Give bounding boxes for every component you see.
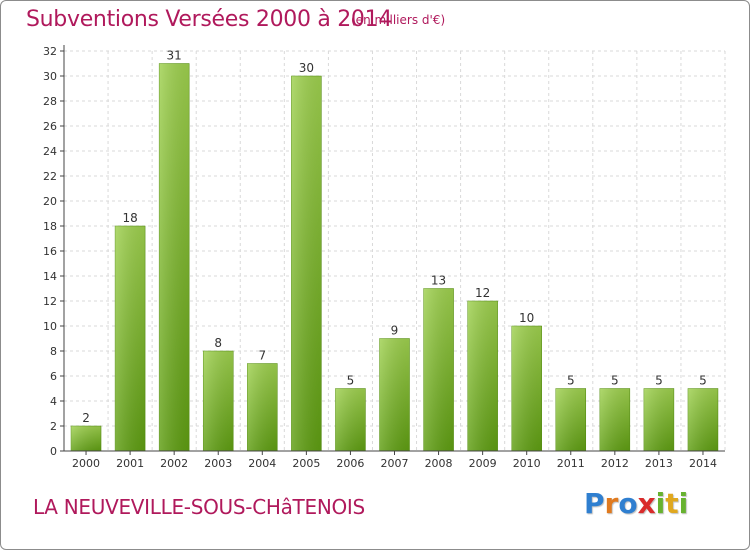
bar-shade xyxy=(71,426,102,451)
city-name: LA NEUVEVILLE-SOUS-CHâTENOIS xyxy=(33,495,365,519)
y-tick-label: 24 xyxy=(43,145,57,158)
y-tick-label: 4 xyxy=(50,395,57,408)
y-tick-label: 30 xyxy=(43,70,57,83)
bar-shade xyxy=(643,388,674,451)
x-tick-label: 2011 xyxy=(557,457,585,470)
logo-letter: P xyxy=(584,487,605,520)
x-tick-label: 2003 xyxy=(204,457,232,470)
bar-shade xyxy=(423,288,454,451)
bar-shade xyxy=(599,388,630,451)
x-tick-label: 2013 xyxy=(645,457,673,470)
data-label: 9 xyxy=(391,324,399,338)
chart-unit-note: (en milliers d'€) xyxy=(351,13,446,27)
bar-shade xyxy=(159,63,190,451)
y-tick-label: 20 xyxy=(43,195,57,208)
y-tick-label: 16 xyxy=(43,245,57,258)
x-tick-label: 2008 xyxy=(425,457,453,470)
data-label: 31 xyxy=(167,49,182,63)
data-label: 12 xyxy=(475,286,490,300)
data-label: 7 xyxy=(258,349,266,363)
x-tick-label: 2014 xyxy=(689,457,717,470)
y-tick-label: 2 xyxy=(50,420,57,433)
y-tick-label: 28 xyxy=(43,95,57,108)
y-tick-label: 0 xyxy=(50,445,57,458)
bar-shade xyxy=(291,76,322,451)
bar-shade xyxy=(555,388,586,451)
y-tick-label: 10 xyxy=(43,320,57,333)
y-tick-label: 18 xyxy=(43,220,57,233)
bar-shade xyxy=(687,388,718,451)
proxiti-logo: Proxiti xyxy=(584,487,688,520)
bar-shade xyxy=(511,326,542,451)
data-label: 10 xyxy=(519,311,534,325)
logo-letter: x xyxy=(637,487,656,520)
x-tick-label: 2012 xyxy=(601,457,629,470)
y-tick-label: 26 xyxy=(43,120,57,133)
data-label: 2 xyxy=(82,411,90,425)
bar-shade xyxy=(203,351,234,451)
y-tick-label: 6 xyxy=(50,370,57,383)
data-label: 5 xyxy=(611,374,619,388)
data-label: 5 xyxy=(347,374,355,388)
logo-letter: r xyxy=(604,487,619,520)
logo-letter: i xyxy=(678,487,689,520)
logo-letter: t xyxy=(665,487,679,520)
bar-shade xyxy=(247,363,278,451)
y-tick-label: 14 xyxy=(43,270,57,283)
data-label: 18 xyxy=(122,211,137,225)
x-tick-label: 2007 xyxy=(381,457,409,470)
bar-shade xyxy=(467,301,498,451)
y-tick-label: 8 xyxy=(50,345,57,358)
chart-title: Subventions Versées 2000 à 2014 xyxy=(26,7,393,32)
data-label: 5 xyxy=(567,374,575,388)
data-label: 5 xyxy=(699,374,707,388)
data-label: 8 xyxy=(214,336,222,350)
logo-letter: o xyxy=(618,487,638,520)
x-tick-label: 2010 xyxy=(513,457,541,470)
data-label: 5 xyxy=(655,374,663,388)
y-tick-label: 32 xyxy=(43,45,57,58)
bar-shade xyxy=(335,388,366,451)
x-tick-label: 2001 xyxy=(116,457,144,470)
y-tick-label: 12 xyxy=(43,295,57,308)
y-tick-label: 22 xyxy=(43,170,57,183)
x-tick-label: 2009 xyxy=(469,457,497,470)
data-labels: 2 18 31 8 7 30 5 9 13 12 10 5 5 5 5 xyxy=(82,49,707,426)
logo-letter: i xyxy=(655,487,666,520)
x-tick-label: 2000 xyxy=(72,457,100,470)
bar-shade xyxy=(379,338,410,451)
x-tick-label: 2005 xyxy=(292,457,320,470)
data-label: 30 xyxy=(299,61,314,75)
x-tick-label: 2004 xyxy=(248,457,276,470)
x-tick-label: 2006 xyxy=(336,457,364,470)
bars xyxy=(70,63,719,452)
x-tick-label: 2002 xyxy=(160,457,188,470)
data-label: 13 xyxy=(431,274,446,288)
bar-shade xyxy=(115,226,146,451)
